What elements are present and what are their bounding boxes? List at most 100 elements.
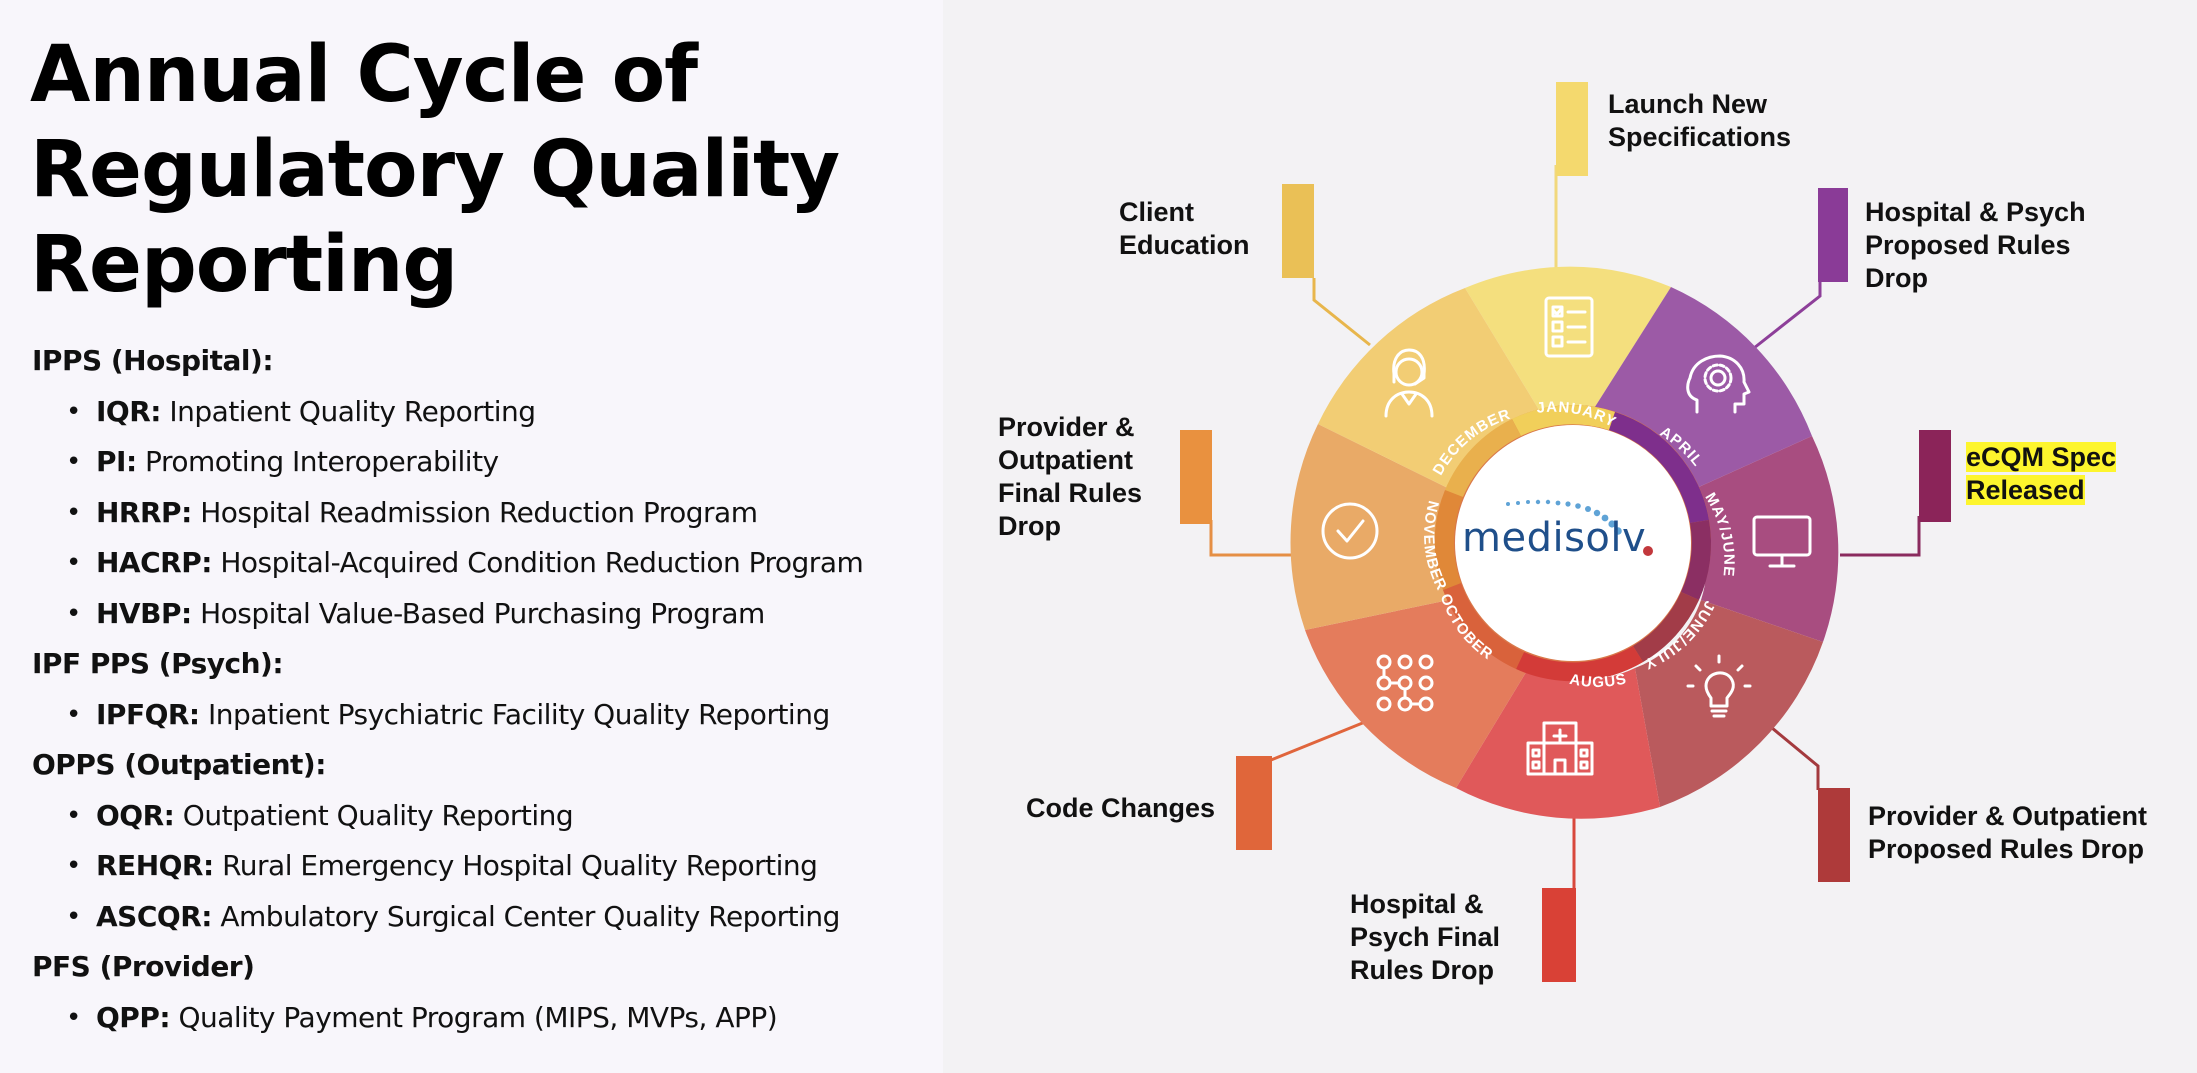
- program-description: Outpatient Quality Reporting: [182, 798, 574, 832]
- lightbulb-icon: [1686, 654, 1752, 718]
- program-description: Rural Emergency Hospital Quality Reporti…: [222, 849, 818, 882]
- section-heading: OPPS (Outpatient):: [32, 748, 326, 781]
- section-heading: IPPS (Hospital):: [32, 344, 274, 377]
- program-abbreviation: HRRP:: [96, 495, 192, 529]
- program-item-content: OQR: Outpatient Quality Reporting: [96, 798, 574, 832]
- segment-hospital-proposed: [1586, 287, 1812, 495]
- callout-client-education: Client Education: [1119, 197, 1250, 260]
- callout-ecqm-spec-released: eCQM Spec Released: [1966, 441, 2117, 507]
- callout-provider-outpatient-proposed-rules: Provider & Outpatient Proposed Rules Dro…: [1868, 801, 2148, 864]
- page-title: Annual Cycle of Regulatory Quality Repor…: [30, 30, 840, 310]
- program-abbreviation: HVBP:: [96, 596, 192, 630]
- bullet-icon: •: [66, 497, 81, 528]
- segment-ecqm: [1681, 436, 1839, 642]
- logo: medisolv: [1462, 515, 1647, 561]
- support-person-icon: [1384, 348, 1434, 418]
- connector-bar-hospital-proposed: [1818, 188, 1848, 282]
- connector-bar-code-changes: [1236, 756, 1272, 850]
- program-abbreviation: HACRP:: [96, 546, 212, 579]
- program-abbreviation: IQR:: [96, 394, 161, 428]
- connector-bar-provider-final: [1180, 430, 1212, 524]
- program-item: • IPFQR: Inpatient Psychiatric Facility Q…: [32, 690, 932, 741]
- segment-code-changes: [1305, 596, 1531, 788]
- callout-launch-new-specifications: Launch New Specifications: [1608, 89, 1792, 152]
- program-item-content: ASCQR: Ambulatory Surgical Center Qualit…: [96, 900, 840, 933]
- program-description: Ambulatory Surgical Center Quality Repor…: [220, 899, 840, 933]
- program-description: Hospital Readmission Reduction Program: [200, 495, 758, 529]
- program-item-content: HRRP: Hospital Readmission Reduction Pro…: [96, 495, 758, 529]
- program-item: • REHQR: Rural Emergency Hospital Quality…: [32, 841, 932, 892]
- program-item-content: IQR: Inpatient Quality Reporting: [96, 395, 536, 428]
- connectors: [1180, 82, 1951, 982]
- connector-bar-client-education: [1282, 184, 1314, 278]
- program-item-content: HVBP: Hospital Value-Based Purchasing Pr…: [96, 597, 765, 630]
- bullet-icon: •: [66, 548, 81, 578]
- program-item-content: HACRP: Hospital-Acquired Condition Reduc…: [96, 546, 864, 579]
- program-item-content: REHQR: Rural Emergency Hospital Quality …: [96, 849, 818, 882]
- callout-hospital-psych-final-rules: Hospital & Psych Final Rules Drop: [1350, 889, 1501, 985]
- segment-hospital-final: [1456, 664, 1660, 819]
- bullet-icon: •: [66, 598, 81, 629]
- connector-bar-hospital-final: [1542, 888, 1576, 982]
- callout-ecqm-text: eCQM Spec Released: [1966, 442, 2117, 505]
- callout-hospital-psych-proposed-rules: Hospital & Psych Proposed Rules Drop: [1865, 197, 2086, 293]
- logo-red-dot: [1643, 546, 1653, 556]
- program-item-content: QPP: Quality Payment Program (MIPS, MVPs…: [96, 1000, 778, 1034]
- program-description: Hospital-Acquired Condition Reduction Pr…: [220, 546, 864, 579]
- left-panel: Annual Cycle of Regulatory Quality Repor…: [0, 0, 943, 1073]
- monitor-icon: [1752, 515, 1812, 568]
- program-description: Inpatient Psychiatric Facility Quality R…: [208, 697, 830, 731]
- flowchart-icon: [1376, 654, 1434, 712]
- connector-line-code-changes: [1270, 720, 1366, 762]
- program-item: • HRRP: Hospital Readmission Reduction Pr…: [32, 488, 932, 539]
- segment-launch: [1465, 266, 1597, 428]
- bullet-icon: •: [66, 800, 81, 831]
- program-item: • HACRP: Hospital-Acquired Condition Redu…: [32, 538, 932, 589]
- program-abbreviation: QPP:: [96, 1000, 171, 1034]
- bullet-icon: •: [66, 1002, 81, 1033]
- connector-bar-ecqm: [1919, 430, 1951, 522]
- bullet-icon: •: [66, 901, 81, 932]
- segment-provider-final: [1290, 424, 1472, 630]
- cycle-diagram: JANUARY APRIL MAY/JUNE JUNE/JULY AUGUST …: [943, 0, 1951, 982]
- program-abbreviation: ASCQR:: [96, 899, 212, 933]
- checklist-icon: [1544, 296, 1594, 358]
- section-heading: IPF PPS (Psych):: [32, 647, 284, 680]
- program-description: Hospital Value-Based Purchasing Program: [200, 596, 765, 630]
- program-abbreviation: IPFQR:: [96, 697, 200, 731]
- program-item: • ASCQR: Ambulatory Surgical Center Quali…: [32, 892, 932, 943]
- bullet-icon: •: [66, 699, 81, 730]
- logo-dots: [1506, 499, 1653, 556]
- program-description: Quality Payment Program (MIPS, MVPs, APP…: [178, 1000, 778, 1034]
- program-item-content: PI: Promoting Interoperability: [96, 445, 499, 478]
- connector-bar-provider-proposed: [1818, 788, 1850, 882]
- program-item: • PI: Promoting Interoperability: [32, 437, 932, 488]
- program-abbreviation: PI:: [96, 445, 137, 478]
- segment-provider-proposed: [1635, 600, 1823, 807]
- bullet-icon: •: [66, 447, 81, 477]
- hospital-icon: [1526, 721, 1594, 776]
- bullet-icon: •: [66, 851, 81, 881]
- center-disc: [1455, 425, 1691, 661]
- connector-line-ecqm: [1840, 516, 1921, 557]
- section-heading: PFS (Provider): [32, 950, 255, 983]
- program-abbreviation: REHQR:: [96, 849, 214, 882]
- program-item-content: IPFQR: Inpatient Psychiatric Facility Qu…: [96, 698, 830, 731]
- program-item: • OQR: Outpatient Quality Reporting: [32, 791, 932, 842]
- connector-line-hospital-proposed: [1753, 270, 1822, 350]
- connector-line-client-education: [1312, 278, 1371, 347]
- connector-line-provider-final: [1209, 520, 1292, 557]
- program-item: • HVBP: Hospital Value-Based Purchasing P…: [32, 589, 932, 640]
- program-description: Promoting Interoperability: [145, 445, 499, 478]
- connector-line-provider-proposed: [1765, 721, 1820, 790]
- bullet-icon: •: [66, 396, 81, 427]
- checkmark-circle-icon: [1321, 502, 1379, 560]
- program-description: Inpatient Quality Reporting: [169, 394, 536, 428]
- callout-code-changes: Code Changes: [1026, 793, 1216, 823]
- head-gear-icon: [1686, 354, 1751, 414]
- program-item: • IQR: Inpatient Quality Reporting: [32, 387, 932, 438]
- connector-bar-launch: [1556, 82, 1588, 176]
- program-abbreviation: OQR:: [96, 798, 175, 832]
- program-item: • QPP: Quality Payment Program (MIPS, MVP…: [32, 993, 932, 1044]
- program-list: IPPS (Hospital): • IQR: Inpatient Quality …: [32, 336, 932, 1043]
